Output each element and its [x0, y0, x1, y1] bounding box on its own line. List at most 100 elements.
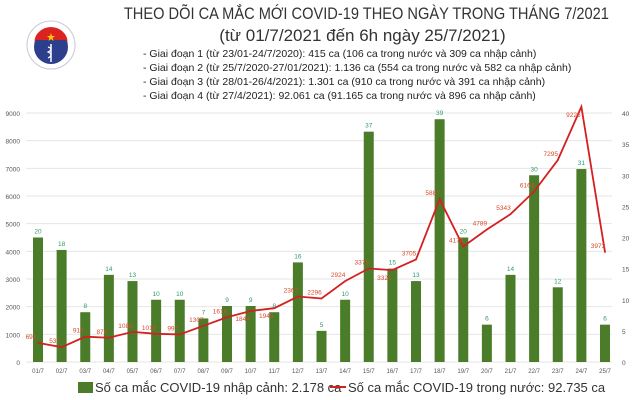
x-tick-label: 09/7: [221, 369, 233, 375]
line-point: [37, 342, 39, 344]
y-right-tick-label: 40: [622, 111, 630, 118]
x-tick-label: 14/7: [339, 369, 351, 375]
ministry-of-health-logo: [26, 20, 76, 70]
line-point: [249, 310, 252, 312]
y-right-tick-label: 5: [622, 329, 626, 336]
y-right-tick-label: 15: [622, 267, 630, 274]
bar-data-label: 12: [554, 278, 562, 285]
line-data-label: 5343: [496, 205, 511, 212]
bar-data-label: 9: [225, 297, 229, 304]
stage-2-text: - Giai đoạn 2 (từ 25/7/2020-27/01/2021):…: [143, 62, 572, 74]
line-point: [320, 297, 323, 300]
bar-data-label: 18: [58, 241, 66, 248]
bar-data-label: 6: [603, 316, 607, 323]
x-tick-label: 04/7: [103, 369, 115, 375]
y-left-tick-label: 9000: [6, 111, 21, 118]
x-tick-label: 22/7: [528, 369, 540, 375]
x-tick-label: 03/7: [79, 369, 91, 375]
bar-data-label: 14: [507, 266, 515, 273]
line-point: [415, 258, 417, 261]
line-point: [178, 333, 181, 336]
bar-data-label: 8: [83, 303, 87, 310]
bar-imported: [529, 175, 540, 362]
x-tick-label: 02/7: [56, 369, 68, 375]
bar-data-label: 39: [436, 110, 444, 117]
x-tick-label: 25/7: [599, 369, 611, 375]
x-tick-label: 15/7: [363, 369, 375, 375]
line-point: [367, 267, 370, 270]
legend-swatch-bar: [78, 382, 93, 393]
bar-imported: [127, 281, 138, 362]
line-point: [155, 333, 157, 335]
y-left-tick-label: 3000: [6, 277, 21, 284]
chart-subtitle: (từ 01/7/2021 đến 6h ngày 25/7/2021): [219, 26, 506, 45]
y-left-tick-label: 0: [16, 360, 20, 367]
bar-imported: [222, 305, 232, 362]
y-left-tick-label: 6000: [6, 194, 21, 201]
line-point: [391, 269, 394, 271]
bar-imported: [340, 299, 351, 362]
line-data-label: 4175: [449, 237, 464, 244]
bar-imported: [151, 299, 162, 362]
line-point: [486, 228, 488, 231]
y-left-tick-label: 4000: [6, 249, 21, 256]
line-data-label: 537: [49, 338, 60, 345]
bar-data-label: 15: [389, 260, 397, 267]
line-data-label: 1307: [189, 317, 204, 324]
bar-data-label: 14: [105, 266, 113, 273]
bar-imported: [481, 324, 492, 362]
x-tick-label: 06/7: [150, 369, 162, 375]
line-data-label: 2367: [284, 288, 299, 295]
x-tick-label: 23/7: [552, 369, 564, 375]
y-right-tick-label: 10: [622, 298, 630, 305]
line-data-label: 876: [96, 329, 107, 336]
line-data-label: 3379: [355, 260, 370, 267]
line-data-label: 3973: [591, 243, 606, 250]
x-tick-label: 24/7: [576, 369, 588, 375]
bar-imported: [505, 274, 516, 362]
stage-3-text: - Giai đoạn 3 (từ 28/01-26/4/2021): 1.30…: [143, 76, 546, 88]
bar-imported: [434, 119, 445, 362]
line-point: [580, 105, 583, 108]
bar-imported: [245, 305, 256, 362]
bar-imported: [316, 330, 327, 362]
line-data-label: 3321: [377, 275, 392, 282]
line-point: [131, 331, 134, 333]
x-tick-label: 05/7: [127, 369, 139, 375]
x-tick-label: 19/7: [457, 369, 469, 375]
line-point: [556, 159, 559, 161]
x-tick-label: 20/7: [481, 369, 493, 375]
line-point: [60, 346, 63, 348]
x-tick-label: 21/7: [505, 369, 517, 375]
line-data-label: 2924: [331, 272, 346, 279]
line-point: [297, 295, 299, 298]
line-data-label: 3705: [402, 250, 417, 257]
bar-imported: [600, 324, 610, 362]
line-point: [344, 280, 346, 282]
line-data-label: 914: [73, 328, 84, 335]
x-tick-label: 08/7: [198, 369, 210, 375]
bar-data-label: 13: [412, 272, 420, 279]
y-right-tick-label: 35: [622, 142, 630, 149]
line-data-label: 4789: [473, 221, 488, 228]
bar-data-label: 7: [202, 309, 206, 316]
legend-label-imported: Số ca mắc COVID-19 nhập cảnh: 2.178 ca: [95, 380, 342, 395]
y-right-tick-label: 25: [622, 204, 630, 211]
bar-data-label: 20: [34, 229, 42, 236]
line-data-label: 7295: [544, 151, 559, 158]
bar-imported: [363, 131, 374, 362]
y-left-tick-label: 5000: [6, 222, 21, 229]
line-data-label: 5887: [425, 190, 440, 197]
bar-data-label: 31: [578, 160, 586, 167]
y-right-tick-label: 30: [622, 173, 630, 180]
bar-imported: [198, 318, 209, 362]
line-domestic: [37, 103, 606, 349]
bar-data-label: 30: [531, 166, 539, 173]
chart-area: 0 1000 2000 3000 4000 5000 6000 7000 8000 9000 0 5 1…: [6, 103, 630, 375]
bar-data-label: 16: [294, 253, 302, 260]
stage-4-text: - Giai đoạn 4 (từ 27/4/2021): 92.061 ca …: [143, 90, 536, 102]
bar-imported: [292, 262, 303, 362]
line-point: [202, 325, 205, 327]
line-data-label: 693: [26, 334, 37, 341]
